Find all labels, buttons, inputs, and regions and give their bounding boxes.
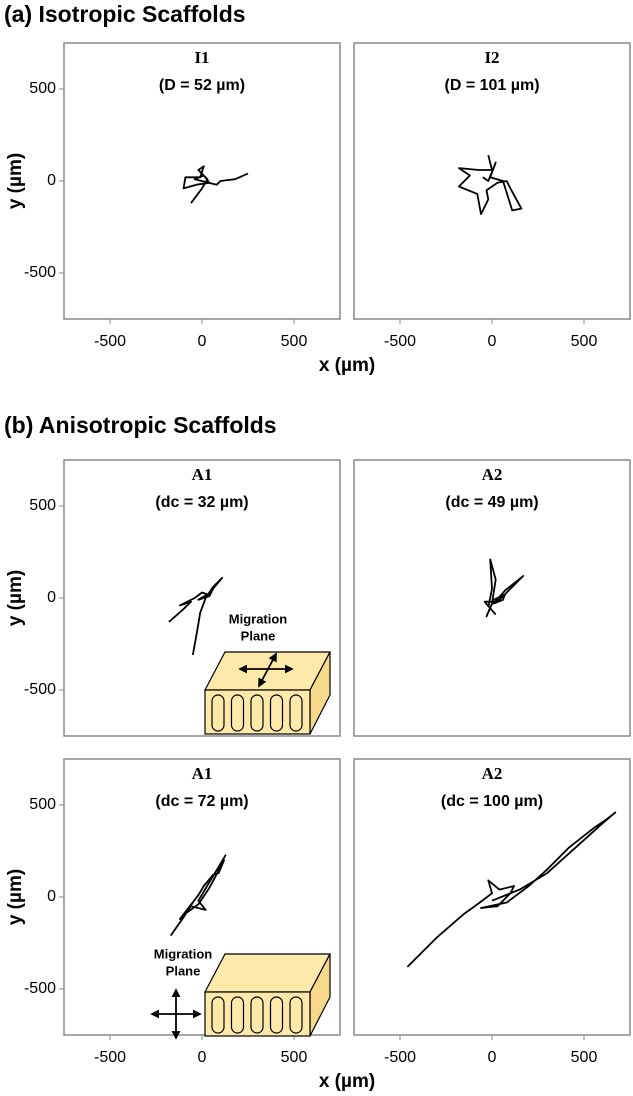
- annotation: Plane: [241, 628, 276, 643]
- panel-subtitle: (dc = 100 µm): [441, 793, 543, 810]
- plot-frame: [353, 459, 631, 737]
- channel: [289, 694, 303, 732]
- scaffold-inset: [150, 953, 331, 1040]
- y-tick-label: 0: [47, 589, 56, 606]
- panel-subtitle: (dc = 49 µm): [445, 494, 538, 511]
- x-tick-label: -500: [384, 1049, 416, 1066]
- y-axis-label: y (µm): [5, 153, 26, 209]
- channel: [230, 996, 245, 1034]
- annotation: Migration: [154, 946, 213, 961]
- trajectory: [182, 165, 249, 204]
- panel-title: I2: [484, 48, 499, 67]
- panel-title: I1: [194, 48, 209, 67]
- panel-subtitle: (dc = 72 µm): [155, 793, 248, 810]
- y-tick-label: 500: [29, 80, 56, 97]
- panel-title: A1: [192, 465, 213, 484]
- x-tick-label: 0: [488, 1049, 497, 1066]
- x-tick-label: -500: [94, 1049, 126, 1066]
- channel: [250, 996, 264, 1034]
- panel-subtitle: (D = 101 µm): [444, 77, 539, 94]
- panel-title: A1: [192, 764, 213, 783]
- scaffold-top: [204, 953, 331, 993]
- y-axis-label: y (µm): [5, 570, 26, 626]
- channel: [211, 694, 225, 732]
- channel: [269, 996, 284, 1034]
- x-axis-label: x (µm): [319, 1071, 375, 1092]
- channel: [269, 694, 284, 732]
- x-tick-label: 500: [571, 1049, 598, 1066]
- panel-title: A2: [482, 465, 503, 484]
- panel-subtitle: (dc = 32 µm): [155, 494, 248, 511]
- y-tick-label: 500: [29, 796, 56, 813]
- scaffold-front: [204, 689, 311, 735]
- annotation: Migration: [229, 611, 288, 626]
- y-tick-label: -500: [24, 980, 56, 997]
- section-title: (a) Isotropic Scaffolds: [4, 1, 246, 27]
- trajectory: [168, 576, 224, 656]
- x-tick-label: -500: [94, 333, 126, 350]
- y-tick-label: 500: [29, 497, 56, 514]
- y-tick-label: 0: [47, 888, 56, 905]
- trajectory: [406, 811, 617, 968]
- x-tick-label: 500: [281, 1049, 308, 1066]
- scaffold-front: [204, 991, 311, 1037]
- x-tick-label: 500: [571, 333, 598, 350]
- scaffold-inset: [204, 651, 331, 735]
- section-title: (b) Anisotropic Scaffolds: [4, 412, 277, 438]
- x-axis-label: x (µm): [319, 355, 375, 376]
- y-tick-label: -500: [24, 264, 56, 281]
- arrow: [258, 652, 277, 688]
- channel: [250, 694, 264, 732]
- panel-title: A2: [482, 764, 503, 783]
- x-tick-label: 0: [198, 333, 207, 350]
- trajectory: [169, 854, 227, 937]
- y-axis-label: y (µm): [5, 869, 26, 925]
- channel: [230, 694, 245, 732]
- x-tick-label: 500: [281, 333, 308, 350]
- trajectory: [483, 558, 525, 618]
- y-tick-label: -500: [24, 681, 56, 698]
- x-tick-label: 0: [198, 1049, 207, 1066]
- channel: [289, 996, 303, 1034]
- annotation: Plane: [166, 963, 201, 978]
- y-tick-label: 0: [47, 172, 56, 189]
- x-tick-label: 0: [488, 333, 497, 350]
- x-tick-label: -500: [384, 333, 416, 350]
- trajectory: [458, 154, 523, 215]
- panel-subtitle: (D = 52 µm): [159, 77, 245, 94]
- channel: [211, 996, 225, 1034]
